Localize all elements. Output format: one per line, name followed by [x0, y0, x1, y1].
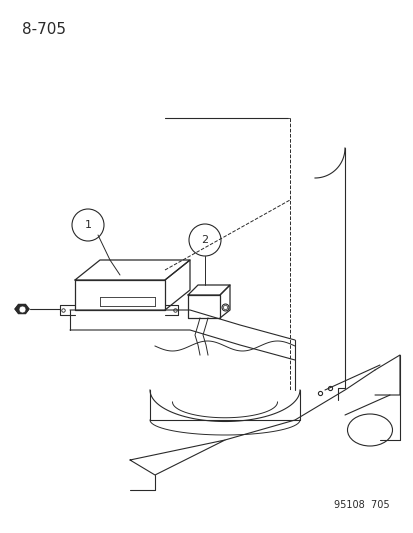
Text: 8-705: 8-705: [22, 22, 66, 37]
Polygon shape: [15, 304, 29, 313]
Text: 95108  705: 95108 705: [334, 500, 389, 510]
Text: 1: 1: [84, 220, 91, 230]
Text: 2: 2: [201, 235, 208, 245]
